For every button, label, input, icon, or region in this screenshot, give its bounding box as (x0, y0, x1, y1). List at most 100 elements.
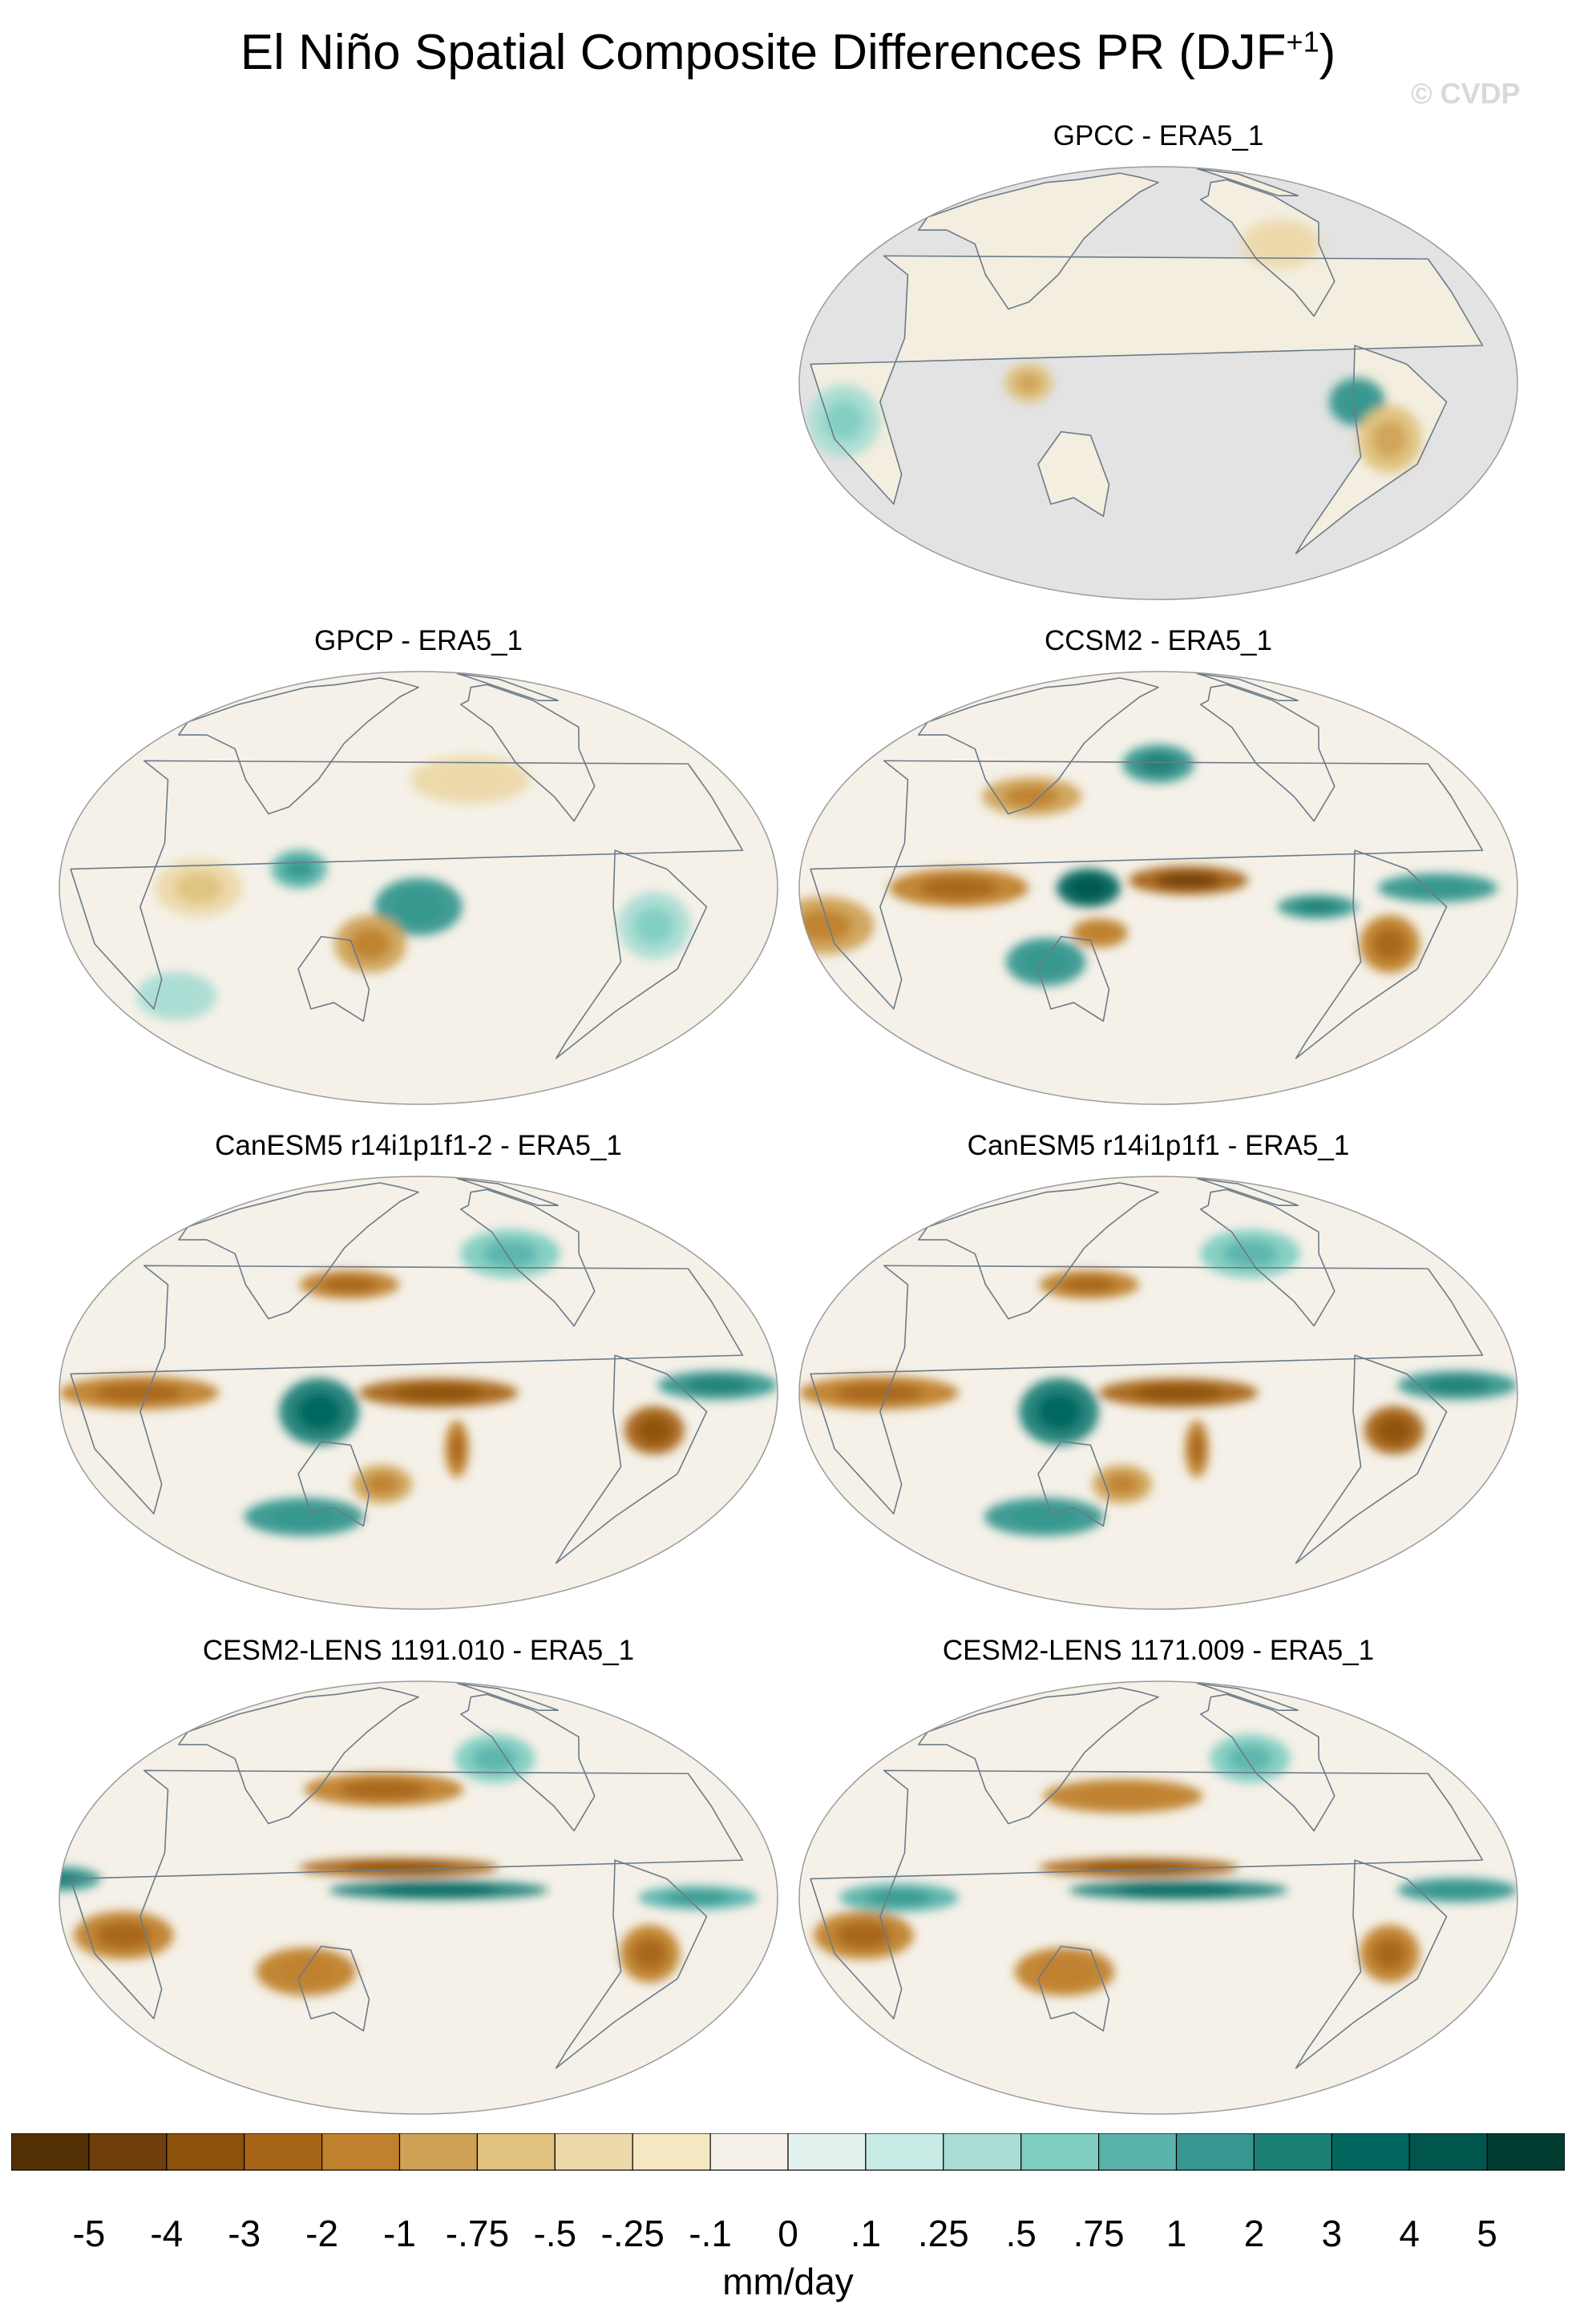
anomaly-core (866, 1890, 932, 1906)
watermark: © CVDP (1411, 77, 1521, 110)
anomaly-layer (799, 1229, 1517, 1536)
anomaly-core (472, 1745, 517, 1772)
coastline (555, 849, 708, 1059)
coastline (70, 760, 744, 1010)
coastline (297, 935, 370, 1023)
anomaly-layer (59, 1734, 758, 1996)
panel-title: CESM2-LENS 1191.010 - ERA5_1 (202, 1635, 635, 1666)
anomaly-core (1372, 928, 1407, 960)
anomaly-core (437, 766, 503, 793)
colorbar-units: mm/day (722, 2261, 854, 2302)
colorbar-swatch (88, 2133, 168, 2171)
colorbar-swatch (398, 2133, 479, 2171)
colorbar-swatch (1331, 2133, 1410, 2171)
map-ccsm2 (798, 671, 1518, 1105)
anomaly-core (1222, 1240, 1278, 1267)
coastline (918, 172, 1159, 310)
map-cesm2-1171 (798, 1680, 1518, 2115)
colorbar-tick-label: 2 (1243, 2213, 1265, 2254)
anomaly-core (378, 1884, 499, 1896)
map-panel-gpcc: GPCC - ERA5_1 (794, 120, 1523, 609)
coastline (459, 684, 596, 822)
coastline (555, 1859, 708, 2069)
map-body (799, 167, 1517, 599)
map-body (59, 1176, 778, 1609)
coastline (1295, 1354, 1448, 1564)
coastline (1037, 935, 1110, 1023)
colorbar-swatch (1175, 2133, 1255, 2171)
anomaly-core (1228, 1745, 1272, 1772)
colorbar-tick-label: -1 (383, 2213, 416, 2254)
coastline (1196, 1682, 1299, 1711)
map-panel-canesm5: CanESM5 r14i1p1f1 - ERA5_1 (794, 1130, 1523, 1619)
coastline (1037, 430, 1110, 518)
anomaly-core (637, 1417, 671, 1444)
coastline (70, 1769, 744, 2019)
coastline (918, 1182, 1159, 1320)
anomaly-core (483, 1240, 538, 1267)
panel-title: GPCC - ERA5_1 (1053, 120, 1264, 151)
anomaly-core (1015, 372, 1042, 394)
anomaly-layer (136, 756, 690, 1020)
anomaly-core (1117, 1884, 1239, 1896)
map-panel-cesm2-1191: CESM2-LENS 1191.010 - ERA5_1 (54, 1635, 783, 2124)
anomaly-core (1061, 1277, 1117, 1293)
land-fill (810, 256, 1483, 504)
coastline (918, 677, 1159, 815)
panel-title: CanESM5 r14i1p1f1-2 - ERA5_1 (215, 1130, 622, 1161)
coastline (1199, 684, 1336, 822)
coastline (810, 760, 1484, 1010)
coastline (1199, 1188, 1336, 1327)
colorbar-swatch (1097, 2133, 1178, 2171)
colorbar-swatch (1253, 2133, 1332, 2171)
anomaly-core (297, 1393, 341, 1430)
map-panel-gpcp: GPCP - ERA5_1 (54, 625, 783, 1114)
colorbar-tick-label: 4 (1399, 2213, 1420, 2254)
anomaly-core (1190, 1433, 1204, 1465)
coastline (810, 1769, 1484, 2019)
colorbar-swatch (865, 2133, 944, 2171)
chart-title: El Niño Spatial Composite Differences PR… (240, 25, 1336, 80)
map-gpcc (798, 166, 1518, 600)
coastline (178, 677, 419, 815)
coastline (456, 1682, 560, 1711)
map-body (799, 1681, 1517, 2114)
map-canesm5-2 (59, 1176, 778, 1610)
coastline (459, 1188, 596, 1327)
colorbar-tick-label: .75 (1073, 2213, 1125, 2254)
map-cesm2-1191 (59, 1680, 778, 2115)
colorbar-tick-label: -.5 (533, 2213, 577, 2254)
colorbar-tick-label: 3 (1321, 2213, 1343, 2254)
anomaly-core (685, 1377, 751, 1394)
anomaly-core (1070, 877, 1106, 899)
anomaly-core (1084, 925, 1116, 942)
anomaly-core (836, 1922, 891, 1949)
colorbar-tick-label: -.75 (445, 2213, 510, 2254)
map-panel-canesm5-2: CanESM5 r14i1p1f1-2 - ERA5_1 (54, 1130, 783, 1619)
colorbar-tick-label: 5 (1477, 2213, 1497, 2254)
coastline (456, 672, 560, 701)
panel-title: GPCP - ERA5_1 (313, 625, 523, 656)
map-panel-ccsm2: CCSM2 - ERA5_1 (794, 625, 1523, 1114)
panel-title: CanESM5 r14i1p1f1 - ERA5_1 (967, 1130, 1350, 1161)
anomaly-core (394, 1385, 483, 1401)
anomaly-core (799, 910, 852, 942)
coastline (1295, 849, 1448, 1059)
colorbar-swatch (943, 2133, 1022, 2171)
colorbar-tick-label: 1 (1166, 2213, 1187, 2254)
panel-title: CCSM2 - ERA5_1 (1045, 625, 1272, 656)
anomaly-core (665, 1890, 731, 1905)
anomaly-core (1372, 420, 1408, 458)
anomaly-core (1259, 230, 1303, 257)
coastline (1037, 1440, 1110, 1527)
map-body (59, 672, 778, 1104)
anomaly-core (450, 1433, 464, 1465)
coastline (297, 1440, 370, 1527)
anomaly-core (1105, 1473, 1139, 1495)
colorbar-tick-label: .5 (1005, 2213, 1037, 2254)
coastline (810, 255, 1484, 505)
anomaly-core (394, 890, 443, 923)
anomaly-core (1295, 900, 1340, 914)
colorbar-tick-label: -4 (150, 2213, 184, 2254)
colorbar-swatch (787, 2133, 867, 2171)
